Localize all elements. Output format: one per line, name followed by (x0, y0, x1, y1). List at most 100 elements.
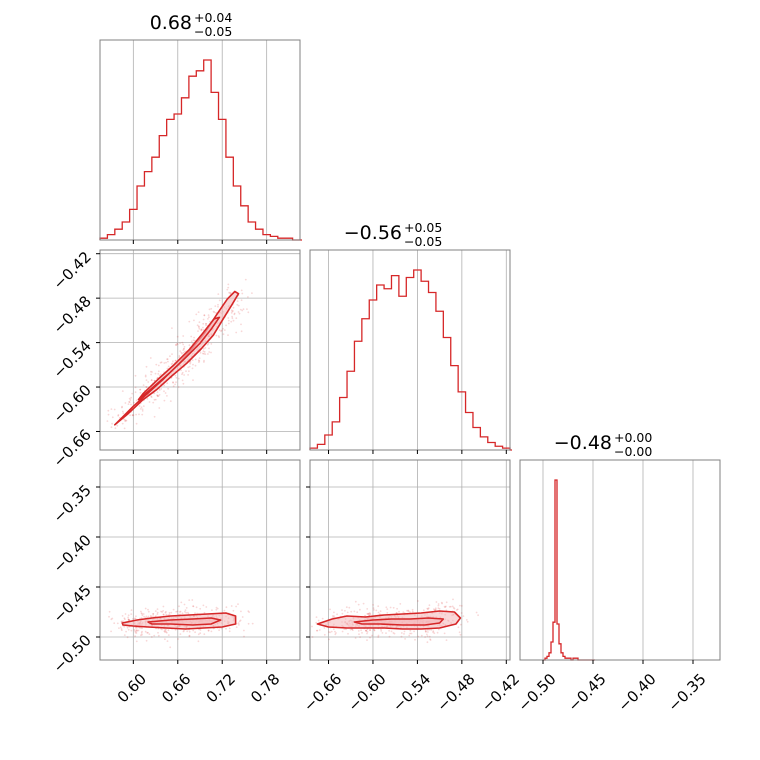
scatter-point (123, 617, 126, 620)
scatter-point (125, 419, 128, 422)
scatter-point (414, 638, 416, 641)
scatter-point (169, 400, 172, 402)
scatter-point (360, 629, 362, 632)
scatter-point (377, 611, 380, 614)
scatter-point (229, 292, 232, 294)
scatter-point (321, 617, 324, 620)
scatter-point (124, 419, 127, 422)
scatter-point (193, 339, 196, 342)
scatter-point (388, 629, 390, 632)
scatter-point (147, 615, 150, 618)
scatter-point (111, 617, 114, 620)
scatter-point (227, 317, 230, 319)
scatter-point (198, 361, 200, 363)
scatter-point (151, 371, 153, 373)
scatter-point (174, 383, 177, 386)
scatter-point (208, 316, 210, 319)
scatter-point (163, 630, 166, 633)
scatter-point (435, 601, 438, 603)
scatter-point (344, 609, 346, 612)
scatter-point (189, 361, 192, 363)
scatter-point (166, 367, 169, 370)
scatter-point (426, 607, 429, 610)
scatter-point (398, 610, 400, 613)
scatter-point (427, 607, 430, 610)
scatter-point (459, 623, 462, 626)
scatter-point (182, 335, 185, 337)
scatter-point (135, 640, 138, 643)
scatter-point (189, 362, 192, 365)
scatter-point (114, 427, 117, 430)
scatter-point (222, 333, 225, 336)
scatter-point (140, 632, 143, 634)
scatter-point (377, 634, 380, 637)
scatter-point (205, 324, 207, 327)
scatter-point (247, 622, 250, 625)
scatter-point (369, 629, 371, 631)
scatter-point (183, 346, 186, 348)
scatter-point (163, 390, 165, 393)
scatter-point (315, 616, 318, 618)
scatter-point (175, 359, 177, 362)
scatter-point (134, 631, 137, 634)
scatter-point (141, 630, 143, 633)
scatter-point (135, 615, 137, 618)
scatter-point (331, 615, 334, 617)
scatter-point (182, 349, 185, 351)
scatter-point (380, 628, 382, 631)
scatter-point (165, 361, 167, 364)
scatter-point (111, 416, 114, 419)
scatter-point (230, 309, 233, 312)
scatter-point (369, 613, 372, 616)
scatter-point (121, 422, 124, 425)
title-value-1: −0.56 (344, 222, 402, 244)
scatter-point (390, 630, 393, 633)
scatter-point (107, 413, 110, 416)
scatter-point (334, 633, 337, 636)
scatter-point (180, 601, 183, 604)
scatter-point (348, 606, 351, 609)
scatter-point (148, 401, 151, 403)
x-tick-label-0-3: 0.78 (247, 670, 283, 706)
scatter-point (199, 607, 202, 610)
scatter-point (140, 612, 143, 615)
scatter-point (165, 628, 167, 631)
scatter-point (365, 629, 368, 632)
scatter-point (215, 334, 218, 337)
scatter-point (107, 409, 110, 412)
scatter-point (458, 631, 461, 634)
scatter-point (153, 415, 156, 418)
scatter-point (212, 310, 215, 313)
x-tick-label-1-3: −0.48 (433, 670, 478, 715)
scatter-point (200, 328, 203, 331)
y-tick-label-1-1: −0.60 (50, 381, 95, 426)
scatter-point (150, 395, 153, 398)
scatter-point (138, 405, 141, 407)
scatter-point (117, 414, 120, 417)
scatter-point (157, 364, 160, 367)
x-tick-label-1-0: −0.66 (300, 670, 345, 715)
scatter-point (182, 343, 185, 346)
scatter-point (172, 608, 175, 611)
scatter-point (365, 629, 367, 632)
scatter-point (127, 628, 130, 631)
scatter-point (143, 615, 146, 618)
scatter-point (188, 320, 191, 323)
scatter-point (150, 636, 153, 638)
scatter-point (127, 614, 130, 617)
scatter-point (181, 371, 184, 374)
scatter-point (123, 625, 126, 628)
scatter-point (156, 611, 159, 614)
scatter-point (220, 627, 223, 630)
scatter-point (141, 614, 144, 617)
scatter-point (160, 610, 162, 613)
scatter-point (220, 330, 223, 333)
scatter-point (420, 634, 423, 637)
scatter-point (323, 633, 326, 636)
scatter-point (335, 632, 337, 634)
scatter-point (185, 370, 187, 373)
panel-1-0: −0.66−0.60−0.54−0.48−0.42 (50, 248, 301, 471)
scatter-point (231, 317, 234, 320)
scatter-point (311, 636, 314, 638)
